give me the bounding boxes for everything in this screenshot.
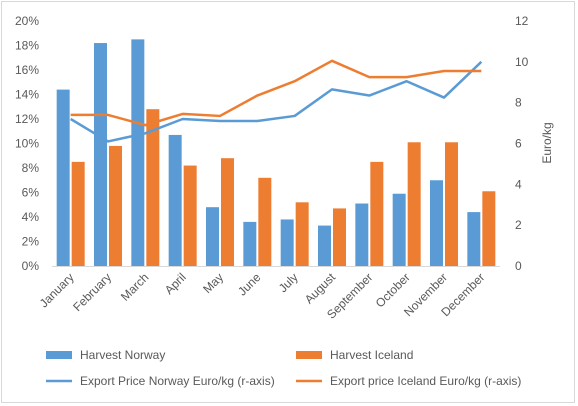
legend-label: Harvest Norway	[80, 348, 165, 362]
bar-harvest-norway	[131, 39, 145, 266]
right-axis-tick-label: 10	[515, 55, 529, 69]
bar-harvest-norway	[94, 43, 107, 266]
right-axis-title: Euro/kg	[540, 122, 554, 163]
line-export-price-norway	[70, 60, 483, 143]
left-axis-tick-label: 10%	[15, 137, 39, 151]
bar-harvest-norway	[318, 225, 331, 266]
bar-harvest-norway	[355, 203, 369, 266]
bar-harvest-iceland	[146, 109, 160, 266]
bar-harvest-iceland	[333, 208, 346, 266]
legend-label: Export price Iceland Euro/kg (r-axis)	[330, 374, 521, 388]
left-axis-tick-label: 6%	[22, 186, 40, 200]
bar-harvest-iceland	[221, 158, 234, 266]
bar-harvest-iceland	[71, 161, 85, 266]
bar-harvest-norway	[206, 207, 219, 266]
x-axis-category-label: March	[118, 270, 151, 303]
bar-harvest-iceland	[109, 145, 122, 266]
bar-harvest-norway	[56, 89, 70, 266]
right-axis-tick-label: 8	[515, 96, 522, 110]
left-axis-tick-label: 18%	[15, 39, 39, 53]
bar-harvest-iceland	[183, 165, 197, 266]
line-export-price-iceland	[70, 59, 482, 127]
left-axis-tick-label: 0%	[22, 259, 40, 273]
left-axis-tick-label: 14%	[15, 88, 39, 102]
bar-harvest-norway	[243, 221, 257, 266]
bar-harvest-norway	[168, 134, 182, 266]
x-axis-category-label: June	[235, 270, 264, 299]
bar-harvest-norway	[392, 193, 406, 266]
bar-harvest-norway	[280, 219, 294, 266]
bar-harvest-norway	[430, 180, 443, 266]
x-axis-category-label: May	[200, 270, 226, 296]
legend-swatch	[296, 351, 322, 359]
bar-harvest-iceland	[370, 161, 384, 266]
bar-harvest-iceland	[295, 202, 309, 266]
right-axis-tick-label: 4	[515, 177, 522, 191]
right-axis-tick-label: 2	[515, 218, 522, 232]
left-axis-tick-label: 4%	[22, 210, 40, 224]
bar-harvest-norway	[467, 212, 481, 266]
legend-label: Export Price Norway Euro/kg (r-axis)	[80, 374, 275, 388]
left-axis-tick-label: 16%	[15, 63, 39, 77]
right-axis-tick-label: 12	[515, 14, 529, 28]
x-axis-category-label: August	[302, 270, 339, 307]
right-axis-tick-label: 6	[515, 137, 522, 151]
left-axis-tick-label: 2%	[22, 235, 40, 249]
legend-label: Harvest Iceland	[330, 348, 413, 362]
x-axis-category-label: July	[276, 270, 301, 295]
x-axis-category-label: February	[70, 270, 114, 314]
x-axis-category-label: April	[162, 270, 189, 297]
bar-harvest-iceland	[445, 142, 458, 266]
right-axis-tick-label: 0	[515, 259, 522, 273]
left-axis-tick-label: 20%	[15, 14, 39, 28]
bar-harvest-iceland	[407, 142, 421, 266]
left-axis-tick-label: 12%	[15, 112, 39, 126]
legend-swatch	[46, 351, 72, 359]
bar-harvest-iceland	[482, 191, 496, 266]
bar-harvest-iceland	[258, 177, 272, 266]
left-axis-tick-label: 8%	[22, 161, 40, 175]
